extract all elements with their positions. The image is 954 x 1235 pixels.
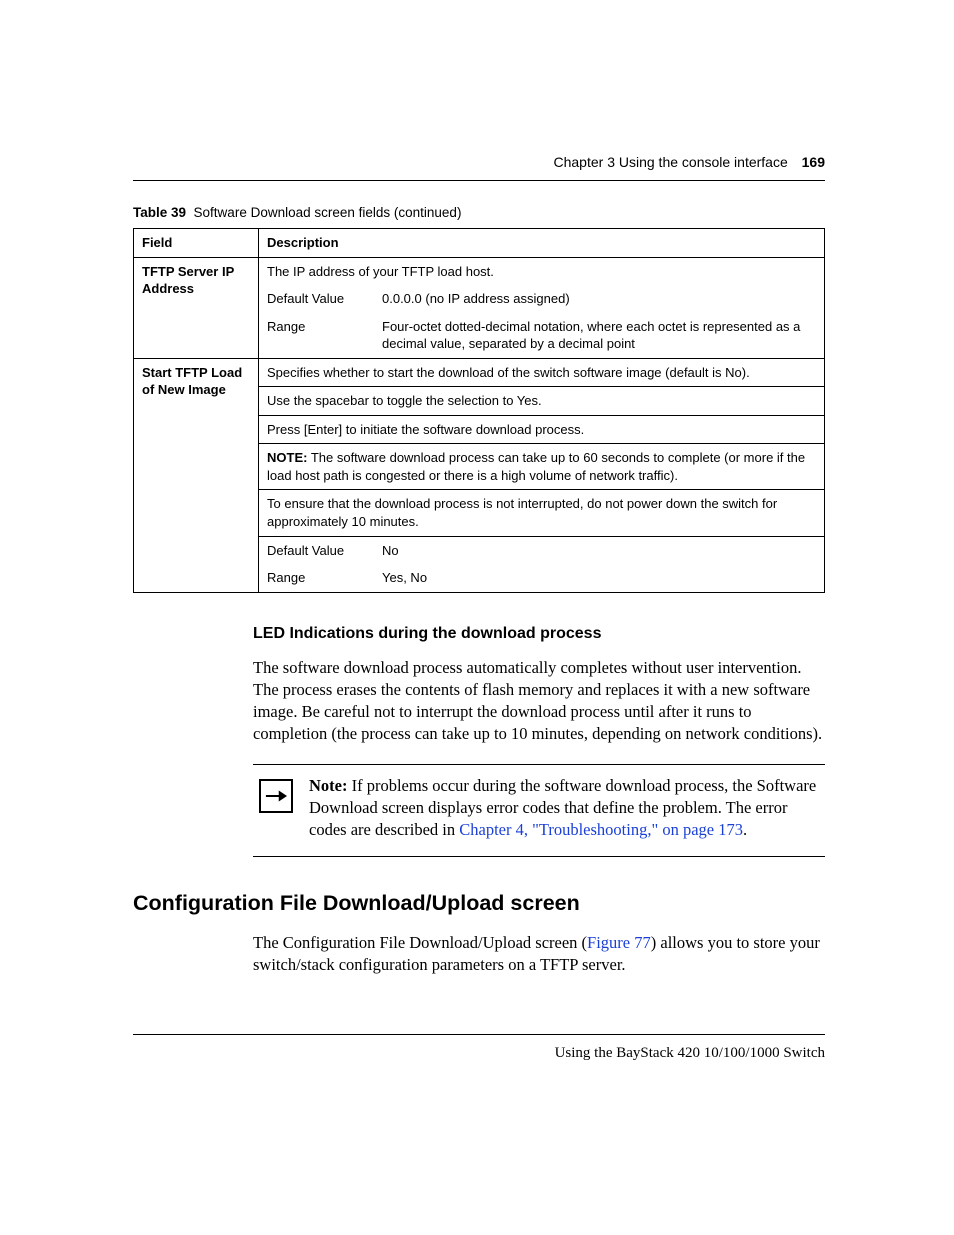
range-row: Range Yes, No	[259, 564, 824, 592]
table-number: Table 39	[133, 205, 186, 220]
range-label: Range	[267, 318, 382, 353]
desc-text: To ensure that the download process is n…	[259, 489, 824, 535]
desc-text: Specifies whether to start the download …	[259, 359, 824, 387]
default-label: Default Value	[267, 290, 382, 308]
col-description: Description	[259, 229, 825, 258]
table-row: Start TFTP Load of New Image Specifies w…	[134, 358, 825, 592]
field-name: TFTP Server IP Address	[134, 257, 259, 358]
subheading: LED Indications during the download proc…	[253, 625, 825, 643]
arrow-right-icon	[259, 779, 293, 813]
desc-text: Use the spacebar to toggle the selection…	[259, 386, 824, 415]
page-content: Chapter 3 Using the console interface 16…	[133, 154, 825, 994]
range-label: Range	[267, 569, 382, 587]
running-footer: Using the BayStack 420 10/100/1000 Switc…	[133, 1034, 825, 1062]
xref-link[interactable]: Figure 77	[587, 933, 651, 952]
xref-link[interactable]: Chapter 4, "Troubleshooting," on page 17…	[459, 820, 743, 839]
note-post: .	[743, 820, 747, 839]
section-heading: Configuration File Download/Upload scree…	[133, 891, 825, 916]
note-body: Note: If problems occur during the softw…	[309, 775, 825, 842]
note-callout: Note: If problems occur during the softw…	[253, 764, 825, 857]
field-description: The IP address of your TFTP load host. D…	[259, 257, 825, 358]
range-value: Yes, No	[382, 569, 816, 587]
desc-note: NOTE: The software download process can …	[259, 443, 824, 489]
page-number: 169	[802, 154, 825, 170]
footer-text: Using the BayStack 420 10/100/1000 Switc…	[555, 1045, 825, 1061]
fields-table: Field Description TFTP Server IP Address…	[133, 228, 825, 593]
range-row: Range Four-octet dotted-decimal notation…	[259, 313, 824, 358]
field-description: Specifies whether to start the download …	[259, 358, 825, 592]
default-row: Default Value 0.0.0.0 (no IP address ass…	[259, 285, 824, 313]
para-text: The Configuration File Download/Upload s…	[253, 933, 587, 952]
table-row: TFTP Server IP Address The IP address of…	[134, 257, 825, 358]
default-value: 0.0.0.0 (no IP address assigned)	[382, 290, 816, 308]
table-title: Software Download screen fields (continu…	[194, 205, 462, 220]
note-label: NOTE:	[267, 450, 307, 465]
note-bold: Note:	[309, 776, 347, 795]
default-row: Default Value No	[259, 536, 824, 565]
range-value: Four-octet dotted-decimal notation, wher…	[382, 318, 816, 353]
body-paragraph: The Configuration File Download/Upload s…	[253, 932, 825, 977]
desc-text: Press [Enter] to initiate the software d…	[259, 415, 824, 444]
note-text: The software download process can take u…	[267, 450, 805, 483]
col-field: Field	[134, 229, 259, 258]
field-name: Start TFTP Load of New Image	[134, 358, 259, 592]
desc-text: The IP address of your TFTP load host.	[259, 258, 824, 286]
chapter-label: Chapter 3 Using the console interface	[554, 154, 788, 170]
running-header: Chapter 3 Using the console interface 16…	[133, 154, 825, 181]
default-value: No	[382, 542, 816, 560]
default-label: Default Value	[267, 542, 382, 560]
table-caption: Table 39 Software Download screen fields…	[133, 205, 825, 220]
body-paragraph: The software download process automatica…	[253, 657, 825, 746]
